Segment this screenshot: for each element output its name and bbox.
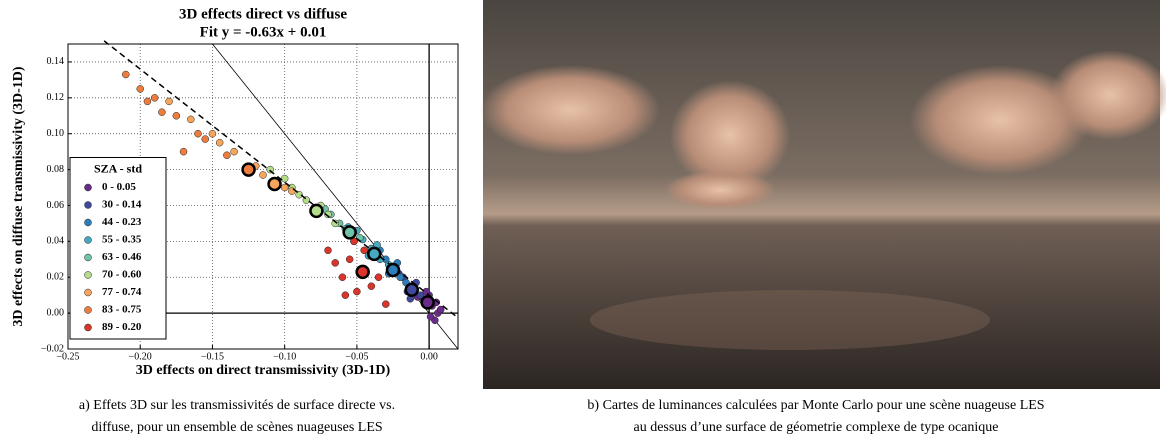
- legend-marker: [84, 271, 92, 279]
- point: [150, 94, 159, 102]
- point: [259, 171, 267, 179]
- mean-point: [241, 162, 256, 177]
- x-axis-label: 3D effects on direct transmissivity (3D-…: [136, 363, 391, 378]
- x-tick-label: −0.05: [345, 351, 368, 362]
- point: [331, 219, 339, 228]
- point: [122, 70, 130, 79]
- x-tick-label: 0.00: [420, 351, 438, 362]
- legend-marker: [84, 306, 92, 314]
- legend-label: 70 - 0.60: [102, 269, 142, 281]
- chart-title: Fit y = -0.63x + 0.01: [200, 24, 327, 40]
- legend-label: 77 - 0.74: [102, 286, 142, 298]
- y-axis-label: 3D effects on diffuse transmissivity (3D…: [11, 66, 26, 326]
- point: [288, 187, 296, 195]
- caption: diffuse, pour un ensemble de scènes nuag…: [91, 420, 382, 435]
- legend-marker: [84, 323, 92, 332]
- mean-point: [404, 282, 420, 298]
- caption: a) Effets 3D sur les transmissivités de …: [79, 398, 395, 413]
- y-tick-label: 0.02: [47, 272, 65, 283]
- chart-title: 3D effects direct vs diffuse: [179, 6, 347, 22]
- point: [353, 287, 361, 296]
- mean-point: [355, 264, 370, 280]
- point: [345, 255, 354, 264]
- point: [396, 273, 404, 281]
- y-tick-label: 0.12: [47, 92, 65, 103]
- mean-point: [385, 262, 401, 278]
- mean-point: [342, 225, 357, 240]
- cloud: [480, 65, 660, 155]
- mean-point: [420, 295, 435, 310]
- point: [338, 273, 347, 281]
- caption: au dessus d’une surface de géometrie com…: [633, 420, 998, 435]
- point: [172, 112, 181, 120]
- x-tick-label: −0.10: [273, 351, 296, 362]
- point: [367, 282, 376, 290]
- point: [341, 291, 350, 299]
- point: [416, 291, 425, 299]
- y-tick-label: 0.14: [47, 56, 65, 67]
- point: [230, 147, 238, 156]
- y-tick-label: 0.08: [47, 164, 65, 175]
- reflection: [590, 290, 990, 350]
- point: [324, 210, 332, 219]
- legend-label: 63 - 0.46: [102, 251, 142, 263]
- point: [280, 183, 289, 192]
- mean-point: [309, 203, 324, 219]
- y-tick-label: 0.06: [47, 200, 65, 211]
- legend-title: SZA - std: [94, 161, 142, 175]
- point: [360, 246, 368, 255]
- point: [179, 147, 188, 156]
- legend-label: 44 - 0.23: [102, 216, 142, 228]
- point: [215, 138, 224, 147]
- mean-point: [366, 246, 382, 262]
- legend-marker: [84, 236, 92, 244]
- y-tick-label: 0.04: [47, 236, 65, 247]
- point: [324, 246, 332, 255]
- point: [187, 115, 195, 124]
- point: [208, 129, 217, 138]
- point: [158, 108, 166, 116]
- legend-marker: [84, 183, 92, 192]
- cloud: [910, 65, 1090, 175]
- sky-sea: [483, 0, 1160, 389]
- legend-label: 0 - 0.05: [102, 181, 136, 193]
- legend-label: 55 - 0.35: [102, 234, 142, 246]
- legend-label: 83 - 0.75: [102, 304, 142, 316]
- point: [331, 259, 339, 267]
- x-tick-label: −0.20: [129, 351, 152, 362]
- cloud: [670, 80, 790, 190]
- point: [280, 174, 289, 183]
- point: [426, 312, 435, 321]
- point: [201, 135, 209, 143]
- point: [382, 300, 390, 308]
- legend-label: 30 - 0.14: [102, 199, 142, 211]
- x-tick-label: −0.25: [56, 351, 79, 362]
- point: [136, 85, 144, 93]
- mean-point: [267, 176, 282, 192]
- legend-marker: [84, 253, 92, 262]
- plot-frame: [67, 43, 459, 350]
- point: [194, 129, 202, 138]
- legend-marker: [84, 288, 92, 297]
- x-tick-label: −0.15: [201, 351, 224, 362]
- legend-marker: [84, 201, 92, 209]
- rendered-image: [480, 0, 1166, 389]
- point: [436, 305, 445, 314]
- y-tick-label: −0.02: [41, 343, 64, 354]
- legend-label: 89 - 0.20: [102, 321, 142, 333]
- point: [374, 273, 383, 281]
- point: [223, 151, 231, 159]
- caption: b) Cartes de luminances calculées par Mo…: [587, 398, 1044, 413]
- chart: 3D effects direct vs diffuse Fit y = -0.6…: [11, 6, 459, 378]
- y-tick-label: 0.10: [47, 128, 65, 139]
- cloud: [1050, 50, 1166, 140]
- point: [165, 97, 173, 106]
- y-tick-label: 0.00: [47, 307, 65, 318]
- cloud: [665, 170, 775, 210]
- point: [143, 97, 152, 106]
- legend-marker: [84, 218, 92, 227]
